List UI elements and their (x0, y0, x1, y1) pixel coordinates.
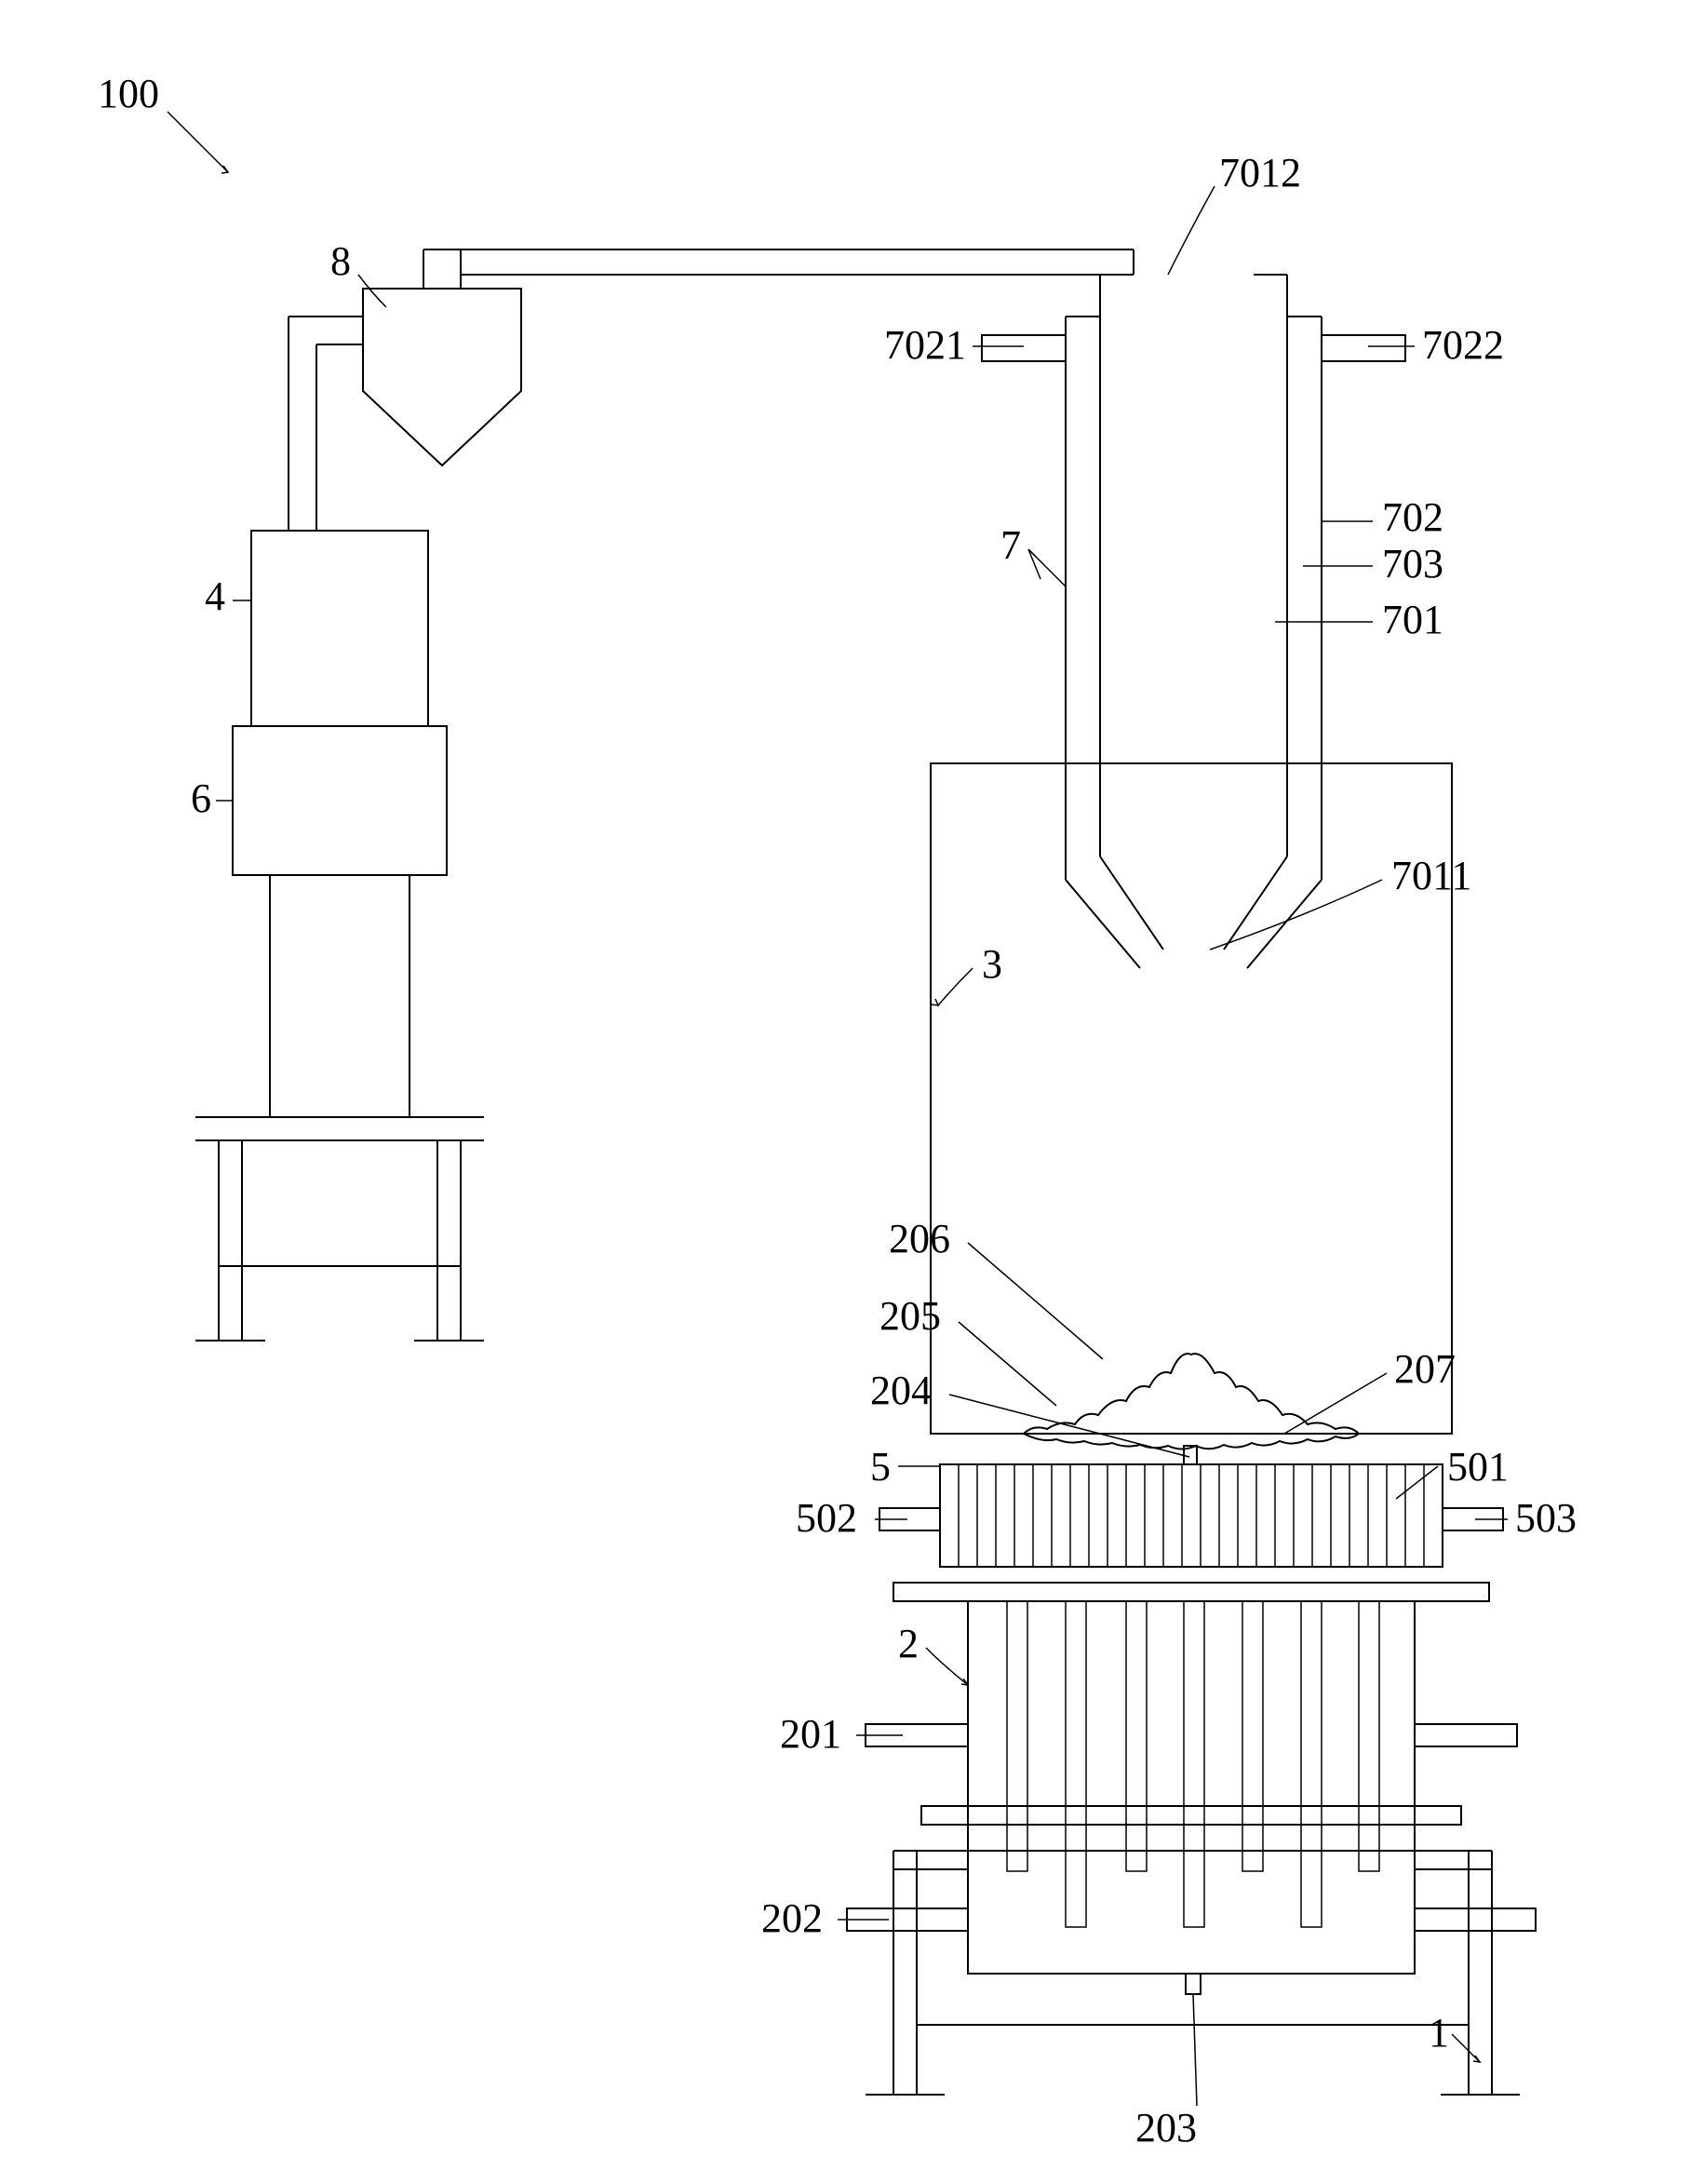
leader-7012 (1168, 186, 1215, 275)
label-204: 204 (870, 1368, 932, 1413)
chamber-3 (931, 763, 1452, 1434)
label-702: 702 (1382, 494, 1443, 540)
port-7021 (982, 335, 1066, 361)
label-201: 201 (780, 1711, 841, 1757)
label-207: 207 (1394, 1346, 1456, 1392)
label-205: 205 (879, 1293, 941, 1339)
leader-2 (926, 1648, 968, 1685)
leader-207 (1284, 1373, 1387, 1434)
label-6: 6 (191, 775, 211, 821)
leader-3 (938, 968, 973, 1005)
section-2 (968, 1601, 1415, 1974)
label-202: 202 (761, 1895, 823, 1941)
label-501: 501 (1447, 1444, 1509, 1490)
label-701: 701 (1382, 597, 1443, 642)
label-100: 100 (98, 71, 159, 116)
label-703: 703 (1382, 541, 1443, 586)
leader-501 (1396, 1466, 1438, 1499)
label-1: 1 (1429, 2010, 1449, 2056)
heap-206 (1024, 1354, 1359, 1449)
port-7022 (1322, 335, 1405, 361)
grate-5 (940, 1464, 1443, 1567)
label-7011: 7011 (1391, 853, 1471, 898)
label-3: 3 (982, 941, 1002, 987)
label-206: 206 (889, 1216, 950, 1261)
unit-6 (233, 726, 447, 875)
leader-206 (968, 1243, 1103, 1359)
leader-7011 (1210, 880, 1382, 950)
label-503: 503 (1515, 1495, 1577, 1541)
label-7021: 7021 (884, 322, 966, 368)
separator-8 (363, 289, 521, 465)
label-7022: 7022 (1422, 322, 1504, 368)
label-4: 4 (205, 573, 225, 619)
label-7012: 7012 (1219, 150, 1301, 195)
label-2: 2 (898, 1621, 919, 1666)
label-8: 8 (330, 238, 351, 284)
label-7: 7 (1000, 522, 1021, 568)
label-203: 203 (1135, 2105, 1197, 2150)
leader-1 (1452, 2034, 1480, 2062)
label-502: 502 (796, 1495, 857, 1541)
label-5: 5 (870, 1444, 891, 1490)
unit-4 (251, 531, 428, 726)
leader-205 (959, 1322, 1056, 1406)
leader-204 (949, 1395, 1189, 1457)
leader-100 (168, 112, 228, 172)
technical-drawing: 100 8 4 6 7012 7021 7022 7 702 703 701 7… (0, 0, 1705, 2184)
